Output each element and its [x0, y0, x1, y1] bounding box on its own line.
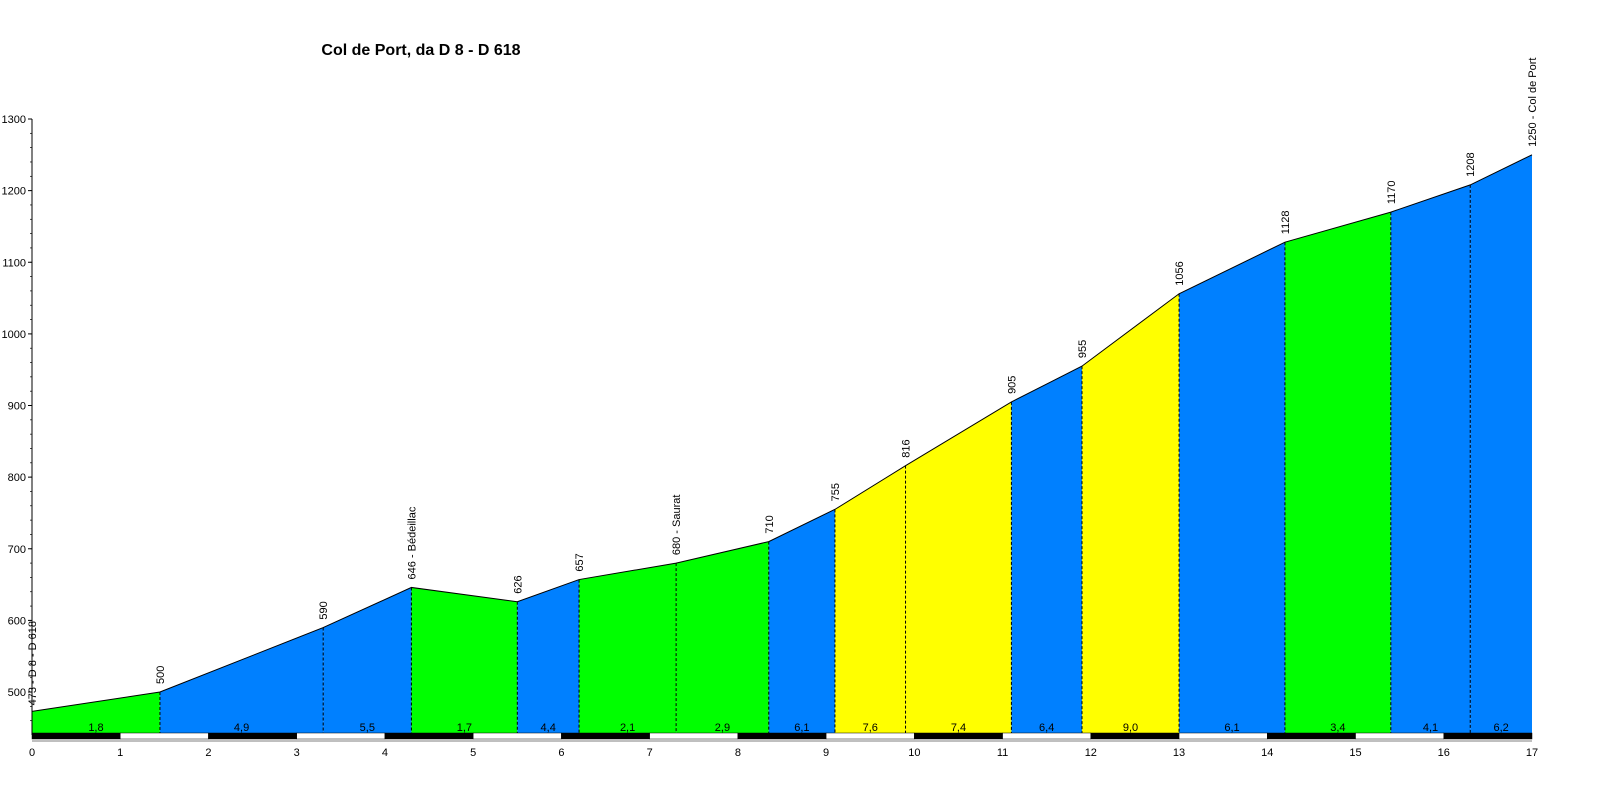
segment-area	[834, 465, 906, 735]
x-tick-label: 1	[117, 747, 123, 759]
segment-area	[905, 401, 1012, 735]
elevation-label: 646 - Bédeillac	[406, 506, 418, 579]
elevation-labels: 473 - D 8 - D 618 500 590 646 - Bédeillac 62…	[27, 58, 1539, 706]
grade-label: 7,4	[951, 722, 966, 734]
distance-bar-km	[208, 732, 297, 740]
grade-label: 1,8	[88, 722, 103, 734]
elevation-label: 1056	[1174, 261, 1186, 285]
profile-areas	[32, 154, 1532, 735]
elevation-label: 473 - D 8 - D 618	[27, 621, 39, 705]
elevation-label: 755	[830, 483, 842, 501]
profile-outline	[31, 154, 1533, 712]
segment-dividers	[159, 184, 1471, 733]
segment-area	[1179, 242, 1285, 735]
grade-label: 3,4	[1330, 722, 1345, 734]
grade-label: 9,0	[1123, 722, 1138, 734]
y-tick-label: 800	[8, 472, 26, 484]
x-tick-label: 15	[1349, 747, 1361, 759]
chart-title: Col de Port, da D 8 - D 618	[321, 42, 520, 59]
y-tick-label: 900	[8, 401, 26, 413]
segment-area	[676, 541, 769, 735]
x-tick-label: 0	[29, 747, 35, 759]
grade-label: 2,9	[715, 722, 730, 734]
grade-label: 5,5	[360, 722, 375, 734]
y-axis: 500 600 700 800 900 1000 1100 1200 1300	[2, 114, 33, 735]
grade-label: 1,7	[457, 722, 472, 734]
x-tick-label: 13	[1173, 747, 1185, 759]
elevation-label: 905	[1006, 376, 1018, 394]
x-tick-label: 16	[1438, 747, 1450, 759]
x-tick-label: 2	[205, 747, 211, 759]
segment-area	[517, 579, 580, 735]
segment-area	[1284, 212, 1391, 735]
distance-bar	[31, 732, 1533, 740]
x-tick-label: 10	[908, 747, 920, 759]
y-tick-label: 700	[8, 544, 26, 556]
x-tick-label: 5	[470, 747, 476, 759]
x-tick-label: 11	[997, 747, 1008, 759]
distance-bar-km	[1178, 732, 1268, 740]
grade-label: 4,1	[1423, 722, 1438, 734]
elevation-label: 590	[318, 601, 330, 619]
segment-area	[1082, 293, 1180, 735]
elevation-label: 1170	[1386, 180, 1398, 204]
elevation-label: 626	[512, 575, 524, 593]
grade-label: 6,1	[1224, 722, 1239, 734]
grade-labels: 1,8 4,9 5,5 1,7 4,4 2,1 2,9 6,1 7,6 7,4 6,4 9,0 6,1 3…	[88, 722, 1508, 734]
y-tick-label: 600	[8, 615, 26, 627]
x-axis: 0 1 2 3 4 5 6 7 8 9 10 11 12 13 14 15 16 17	[29, 740, 1538, 759]
x-tick-label: 3	[294, 747, 300, 759]
profile-line	[31, 154, 1533, 712]
x-tick-label: 7	[647, 747, 653, 759]
elevation-label: 680 - Saurat	[671, 495, 683, 556]
segment-area	[768, 509, 835, 735]
elevation-label: 1250 - Col de Port	[1527, 58, 1539, 147]
segment-area	[1470, 154, 1532, 735]
grade-label: 7,6	[863, 722, 878, 734]
distance-bar-km	[561, 732, 650, 740]
elevation-label: 500	[155, 666, 167, 684]
x-tick-label: 12	[1085, 747, 1097, 759]
segment-area	[159, 627, 324, 735]
grade-label: 4,4	[541, 722, 556, 734]
segment-area	[1390, 184, 1471, 735]
x-tick-label: 4	[382, 747, 388, 759]
x-tick-label: 17	[1526, 747, 1538, 759]
elevation-label: 710	[764, 515, 776, 533]
grade-label: 6,4	[1039, 722, 1054, 734]
x-tick-label: 9	[823, 747, 829, 759]
elevation-label: 816	[901, 439, 913, 457]
y-tick-label: 1200	[2, 186, 26, 198]
y-tick-label: 1300	[2, 114, 26, 126]
segment-area	[323, 587, 412, 735]
elevation-label: 1128	[1280, 211, 1292, 235]
grade-label: 4,9	[234, 722, 249, 734]
segment-area	[32, 692, 160, 735]
y-tick-label: 1000	[2, 329, 26, 341]
grade-label: 2,1	[620, 722, 635, 734]
y-tick-label: 500	[8, 687, 26, 699]
grade-label: 6,2	[1493, 722, 1508, 734]
distance-bar-km	[1443, 732, 1533, 740]
segment-area	[1011, 366, 1082, 735]
x-tick-label: 8	[735, 747, 741, 759]
distance-bar-km	[31, 732, 121, 740]
elevation-label: 657	[574, 553, 586, 571]
x-tick-label: 6	[558, 747, 564, 759]
distance-bar-km	[737, 732, 827, 740]
elevation-label: 1208	[1465, 152, 1477, 176]
y-tick-label: 1100	[2, 257, 26, 269]
segment-area	[579, 563, 677, 735]
grade-label: 6,1	[794, 722, 809, 734]
distance-bar-km	[119, 732, 209, 740]
segment-area	[411, 587, 518, 735]
elevation-label: 955	[1077, 340, 1089, 358]
x-tick-label: 14	[1261, 747, 1273, 759]
